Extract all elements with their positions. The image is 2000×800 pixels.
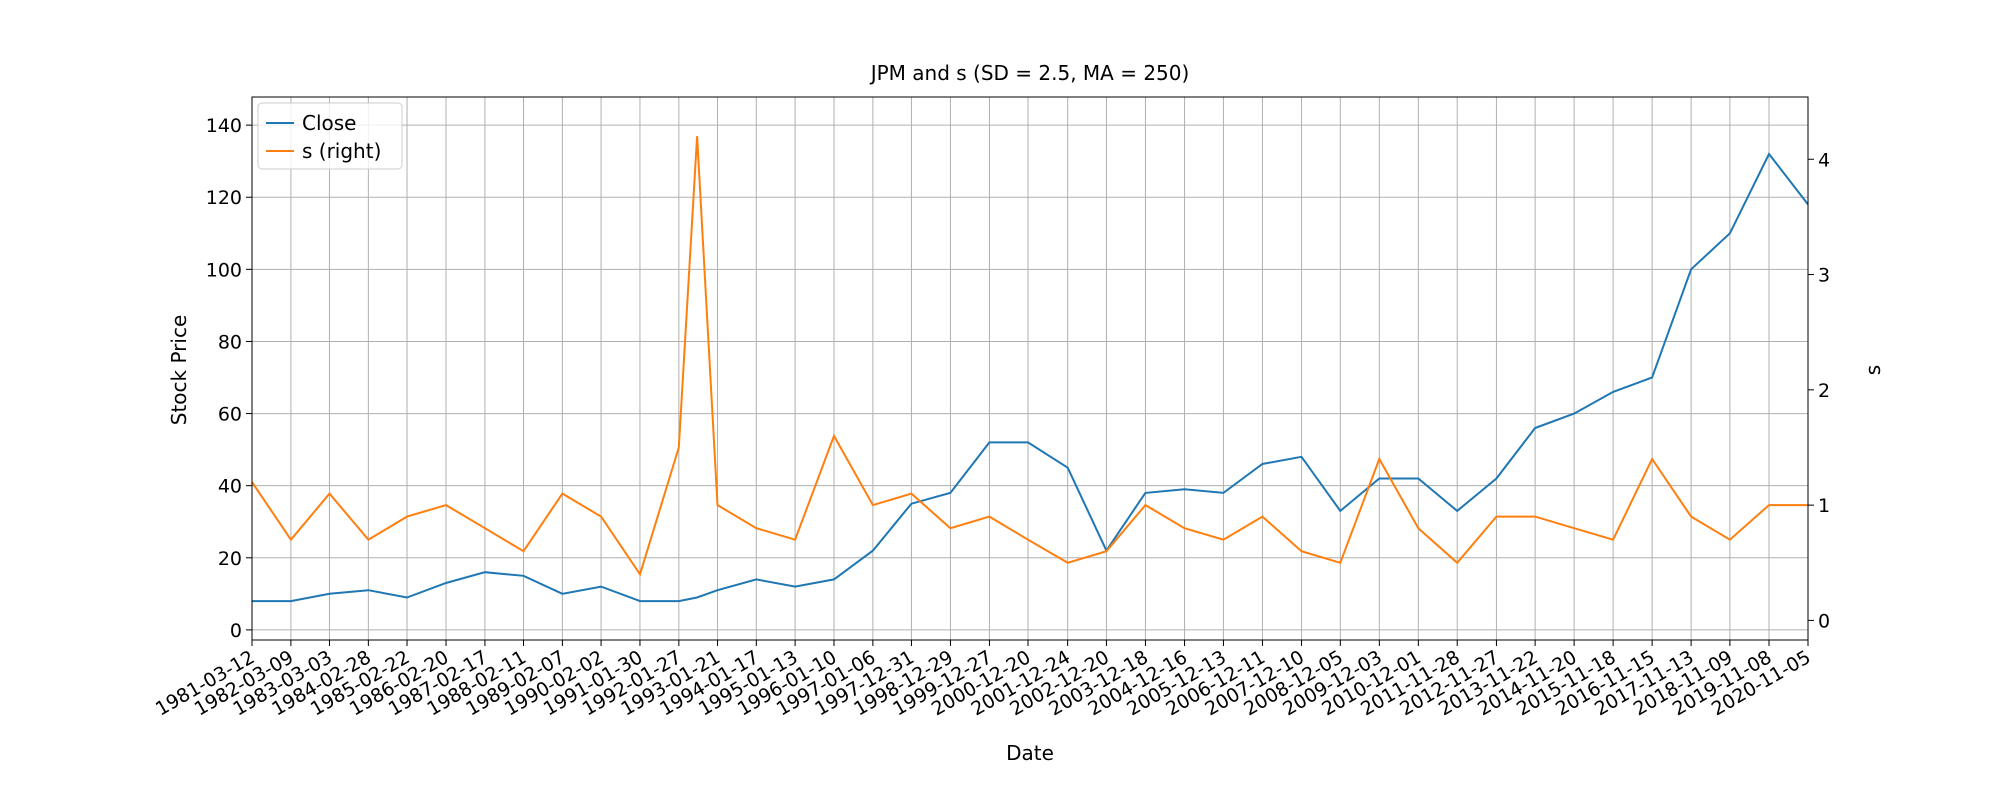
y-tick-label: 140 bbox=[206, 115, 242, 137]
y2-axis-label: s bbox=[1861, 365, 1885, 375]
plot-frame bbox=[251, 96, 1809, 641]
y2-tick-label: 2 bbox=[1818, 380, 1830, 402]
series-line bbox=[251, 136, 1808, 577]
y-tick-label: 40 bbox=[218, 476, 242, 498]
series-line bbox=[252, 152, 1809, 603]
legend-box bbox=[257, 102, 403, 170]
y-tick-label: 100 bbox=[206, 259, 242, 281]
y2-tick-label: 0 bbox=[1818, 610, 1830, 632]
y-tick-label: 20 bbox=[218, 548, 242, 570]
chart-title: JPM and s (SD = 2.5, MA = 250) bbox=[869, 61, 1190, 85]
y-axis-label: Stock Price bbox=[167, 315, 191, 426]
y2-tick-label: 4 bbox=[1818, 149, 1830, 171]
legend-label: s (right) bbox=[302, 139, 381, 163]
legend: Close s (right) bbox=[257, 102, 403, 170]
y2-tick-label: 1 bbox=[1818, 495, 1830, 517]
y-tick-label: 120 bbox=[206, 187, 242, 209]
y-tick-label: 80 bbox=[218, 331, 242, 353]
legend-label: Close bbox=[302, 111, 356, 135]
y2-tick-label: 3 bbox=[1818, 265, 1830, 287]
y-tick-label: 0 bbox=[230, 620, 242, 642]
x-axis-label: Date bbox=[1006, 741, 1054, 765]
y-tick-label: 60 bbox=[218, 404, 242, 426]
